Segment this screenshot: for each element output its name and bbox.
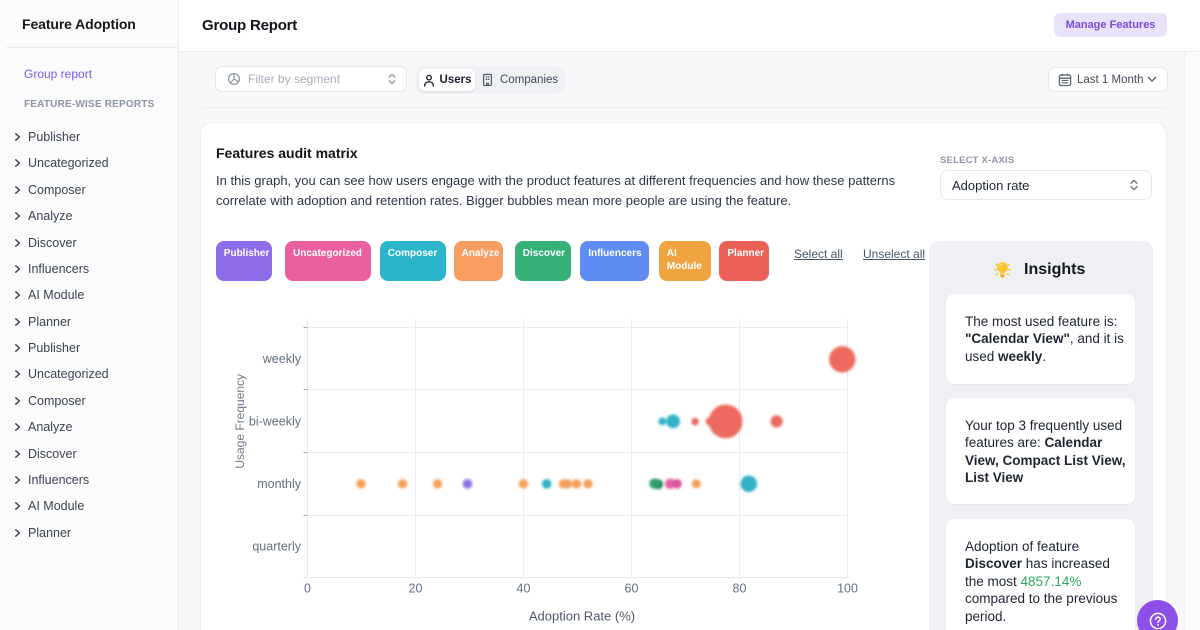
svg-text:quarterly: quarterly [252, 540, 301, 554]
svg-text:40: 40 [517, 582, 531, 596]
svg-text:monthly: monthly [257, 477, 302, 491]
svg-text:0: 0 [304, 582, 311, 596]
svg-text:60: 60 [625, 582, 639, 596]
svg-text:Usage Frequency: Usage Frequency [233, 374, 247, 469]
svg-text:100: 100 [837, 582, 858, 596]
svg-text:weekly: weekly [262, 352, 302, 366]
svg-text:80: 80 [733, 582, 747, 596]
svg-text:bi-weekly: bi-weekly [249, 415, 302, 429]
svg-text:Adoption Rate (%): Adoption Rate (%) [529, 609, 635, 624]
svg-text:20: 20 [409, 582, 423, 596]
